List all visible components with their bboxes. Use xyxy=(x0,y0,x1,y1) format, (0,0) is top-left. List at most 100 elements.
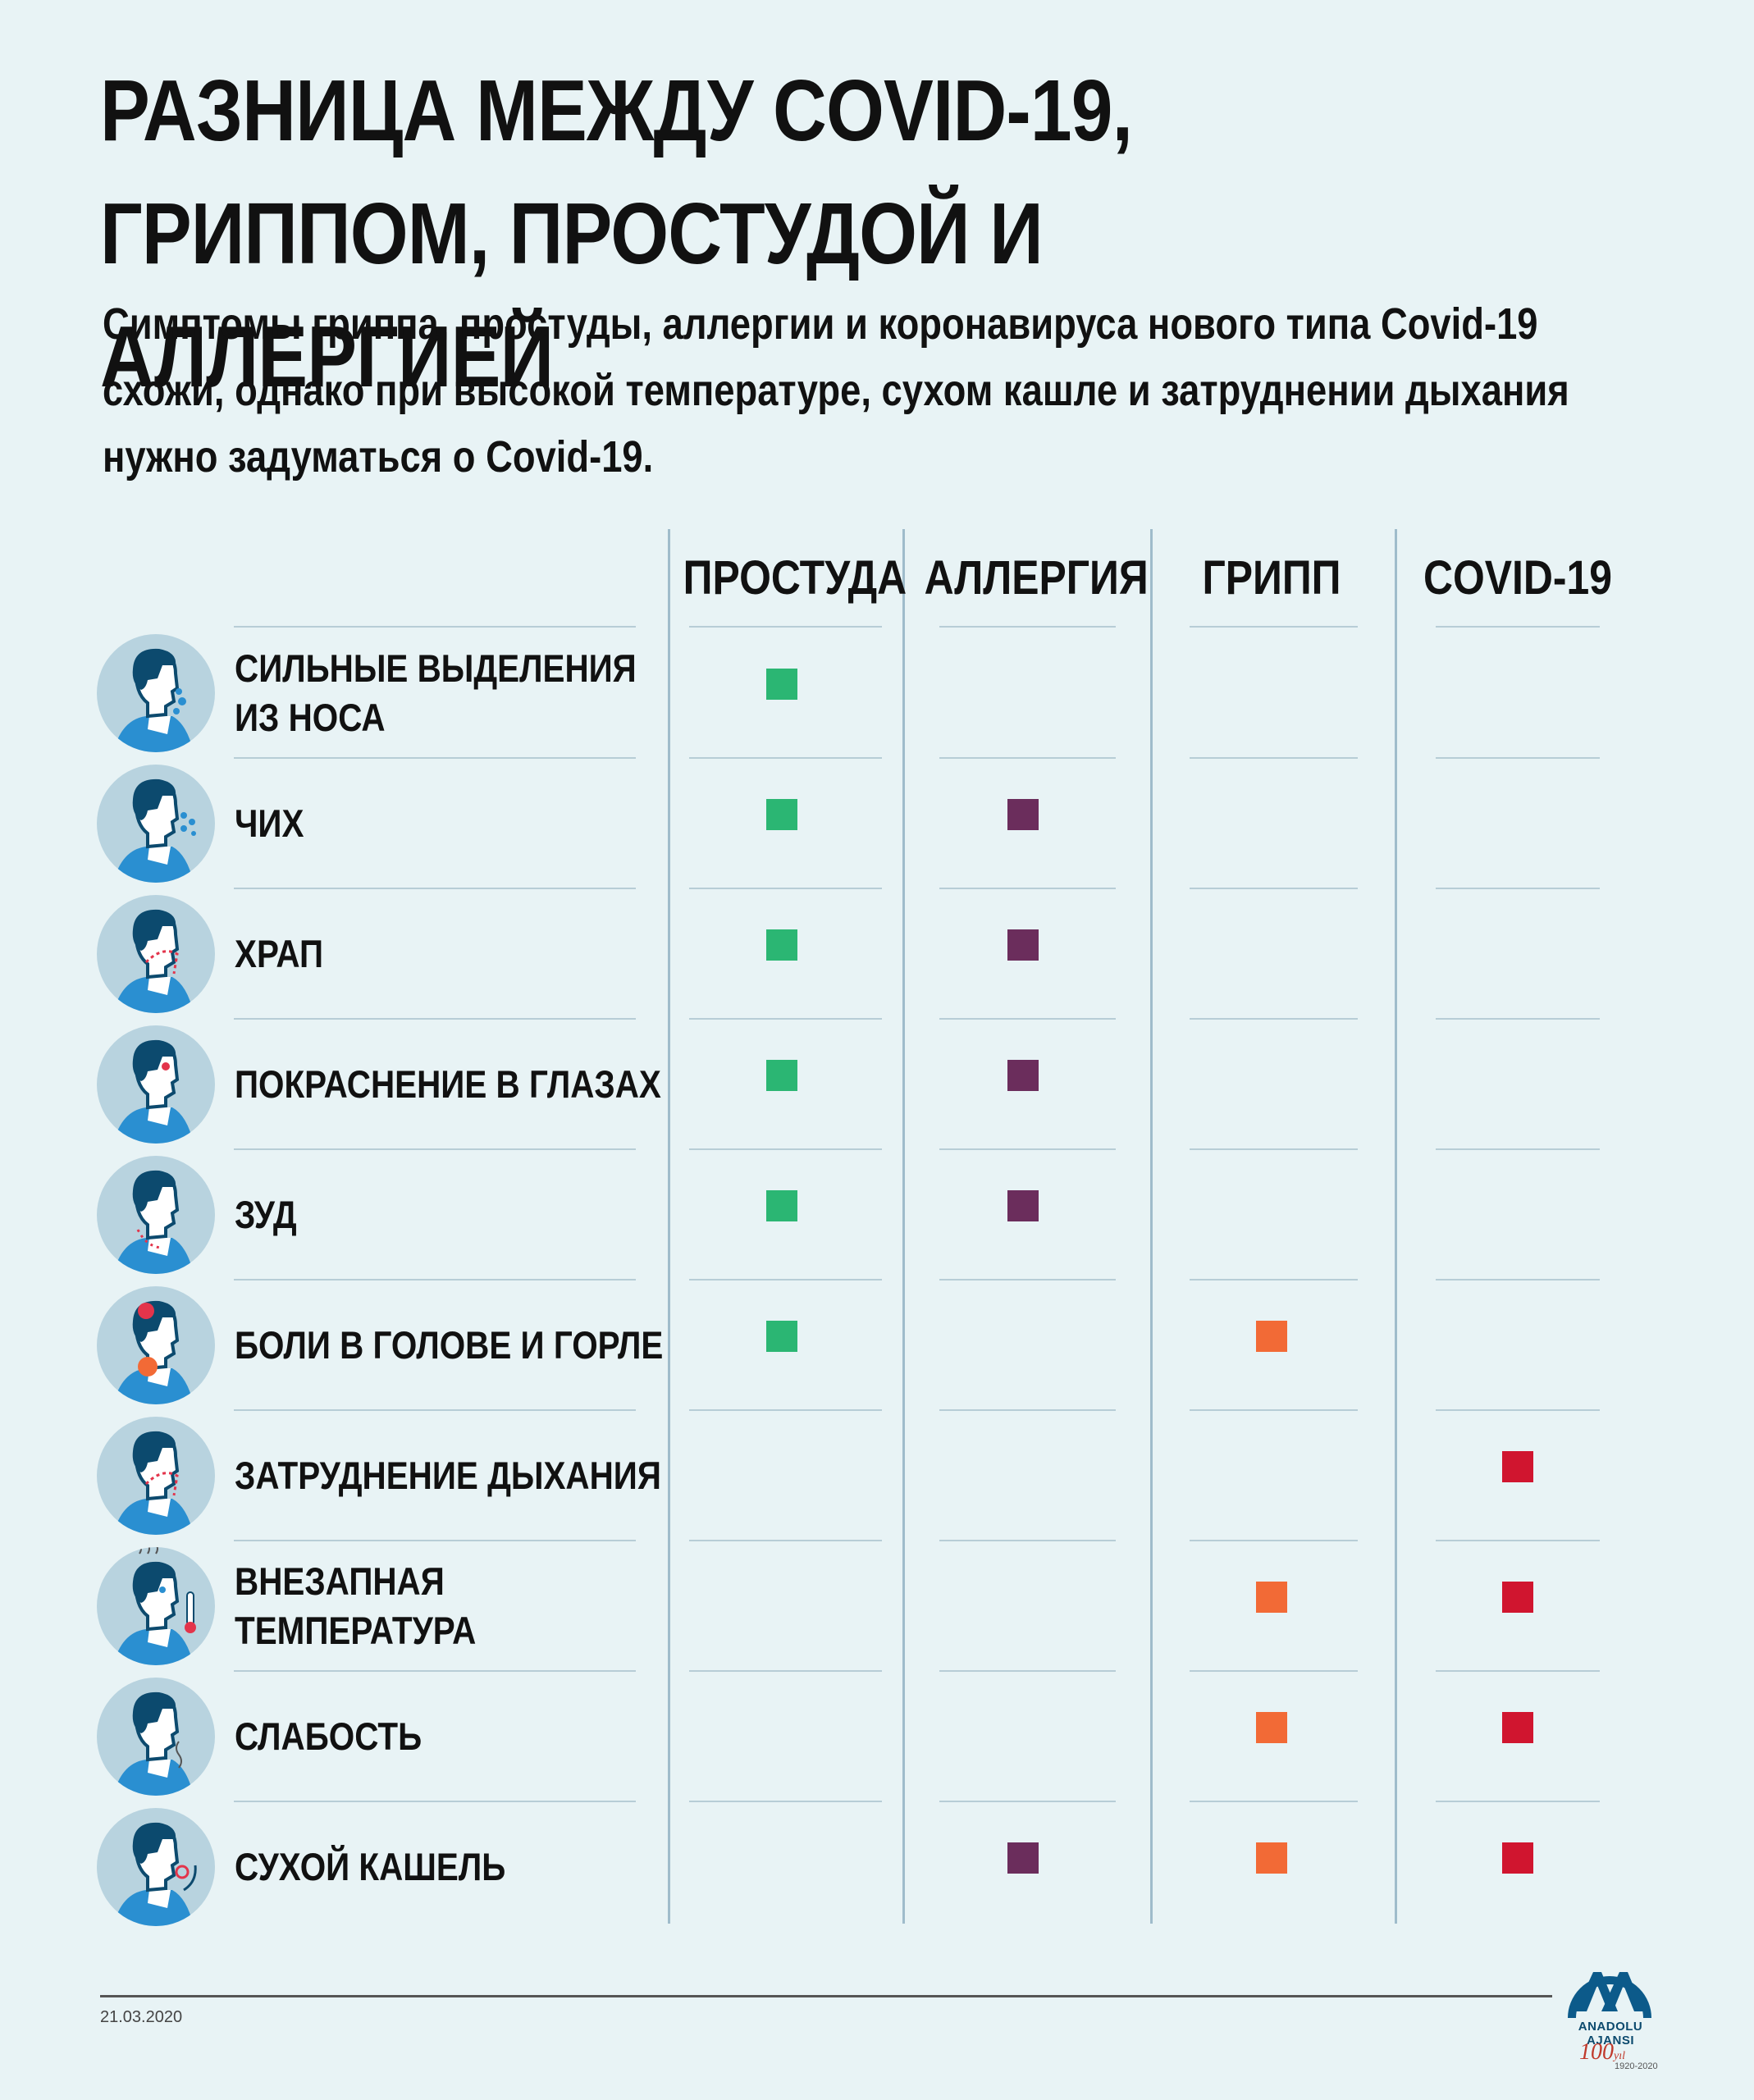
column-divider xyxy=(902,529,905,1924)
row-divider xyxy=(939,1148,1116,1150)
row-divider xyxy=(1190,888,1358,889)
row-divider xyxy=(1190,1279,1358,1281)
symptom-label-line-2: ТЕМПЕРАТУРА xyxy=(235,1609,477,1652)
anadolu-logo-icon xyxy=(1568,1972,1651,2019)
symptom-mark xyxy=(1502,1842,1533,1874)
row-divider xyxy=(689,1801,882,1802)
row-divider xyxy=(1190,626,1358,628)
column-divider xyxy=(1395,529,1397,1924)
symptom-mark xyxy=(1256,1582,1287,1613)
title-line-1: РАЗНИЦА МЕЖДУ COVID-19, xyxy=(100,62,1133,159)
row-divider xyxy=(1190,1540,1358,1541)
symptom-label-line-1: ПОКРАСНЕНИЕ В ГЛАЗАХ xyxy=(235,1062,661,1106)
symptom-mark xyxy=(766,799,797,830)
symptom-label: СЛАБОСТЬ xyxy=(235,1712,422,1761)
symptom-mark xyxy=(766,669,797,700)
symptom-mark xyxy=(1007,1190,1039,1221)
column-header: ГРИПП xyxy=(1202,551,1341,605)
row-divider xyxy=(689,1409,882,1411)
row-divider xyxy=(1190,1148,1358,1150)
title-line-2: ГРИППОМ, ПРОСТУДОЙ И АЛЛЕРГИЕЙ xyxy=(100,185,1044,405)
column-header: COVID-19 xyxy=(1423,551,1613,605)
row-divider xyxy=(939,1279,1116,1281)
row-divider xyxy=(1436,1148,1600,1150)
symptom-label: СУХОЙ КАШЕЛЬ xyxy=(235,1842,505,1892)
subtitle-line-2: схожи, однако при высокой температуре, с… xyxy=(103,366,1569,415)
symptom-label-line-1: СУХОЙ КАШЕЛЬ xyxy=(235,1845,506,1888)
row-divider xyxy=(1436,1409,1600,1411)
symptom-label: ВНЕЗАПНАЯ ТЕМПЕРАТУРА xyxy=(235,1557,476,1655)
runny-nose-icon xyxy=(97,634,215,752)
symptom-label: ЗУД xyxy=(235,1190,297,1239)
row-divider xyxy=(939,1801,1116,1802)
row-divider xyxy=(939,757,1116,759)
symptom-mark xyxy=(1007,1842,1039,1874)
row-divider xyxy=(689,757,882,759)
symptom-label-line-2: ИЗ НОСА xyxy=(235,696,386,739)
row-divider xyxy=(689,1148,882,1150)
row-divider xyxy=(234,1148,636,1150)
symptom-label: СИЛЬНЫЕ ВЫДЕЛЕНИЯ ИЗ НОСА xyxy=(235,644,637,742)
fever-icon xyxy=(97,1547,215,1665)
itch-icon xyxy=(97,1156,215,1274)
symptom-label: ЧИХ xyxy=(235,799,304,848)
column-header: ПРОСТУДА xyxy=(683,551,907,605)
symptom-mark xyxy=(1502,1712,1533,1743)
symptom-label: БОЛИ В ГОЛОВЕ И ГОРЛЕ xyxy=(235,1321,663,1370)
dry-cough-icon xyxy=(97,1808,215,1926)
row-divider xyxy=(1190,1409,1358,1411)
row-divider xyxy=(1190,1670,1358,1672)
column-divider xyxy=(1150,529,1153,1924)
symptom-label-line-1: ЗАТРУДНЕНИЕ ДЫХАНИЯ xyxy=(235,1454,661,1497)
row-divider xyxy=(939,1018,1116,1020)
anniversary-years: 1920-2020 xyxy=(1615,2061,1658,2071)
row-divider xyxy=(1436,1279,1600,1281)
row-divider xyxy=(939,1540,1116,1541)
row-divider xyxy=(1436,626,1600,628)
anniversary-mark: 100yıl xyxy=(1579,2039,1625,2066)
row-divider xyxy=(689,1670,882,1672)
publication-date: 21.03.2020 xyxy=(100,2008,183,2026)
row-divider xyxy=(234,1540,636,1541)
symptom-mark xyxy=(766,1190,797,1221)
snore-icon xyxy=(97,895,215,1013)
symptom-mark xyxy=(1256,1321,1287,1352)
page-subtitle: Симптомы гриппа, простуды, аллергии и ко… xyxy=(103,291,1639,491)
symptom-label-line-1: БОЛИ В ГОЛОВЕ И ГОРЛЕ xyxy=(235,1323,664,1367)
symptom-mark xyxy=(1007,929,1039,961)
symptom-label-line-1: ХРАП xyxy=(235,932,324,975)
symptom-mark xyxy=(1256,1712,1287,1743)
row-divider xyxy=(1436,888,1600,889)
subtitle-line-3: нужно задуматься о Covid-19. xyxy=(103,432,654,482)
subtitle-line-1: Симптомы гриппа, простуды, аллергии и ко… xyxy=(103,299,1538,349)
row-divider xyxy=(1190,1801,1358,1802)
symptom-mark xyxy=(1256,1842,1287,1874)
row-divider xyxy=(939,1670,1116,1672)
symptom-label-line-1: ЧИХ xyxy=(235,801,304,845)
column-header: АЛЛЕРГИЯ xyxy=(924,551,1149,605)
row-divider xyxy=(234,1670,636,1672)
head-throat-pain-icon xyxy=(97,1286,215,1404)
page-title: РАЗНИЦА МЕЖДУ COVID-19, ГРИППОМ, ПРОСТУД… xyxy=(100,49,1441,418)
symptom-label-line-1: СЛАБОСТЬ xyxy=(235,1714,423,1758)
row-divider xyxy=(689,1279,882,1281)
symptom-mark xyxy=(1007,799,1039,830)
weakness-icon xyxy=(97,1678,215,1796)
row-divider xyxy=(1436,1801,1600,1802)
row-divider xyxy=(234,888,636,889)
symptom-mark xyxy=(766,929,797,961)
row-divider xyxy=(689,1540,882,1541)
row-divider xyxy=(234,1018,636,1020)
symptom-mark xyxy=(1007,1060,1039,1091)
row-divider xyxy=(234,1279,636,1281)
symptom-mark xyxy=(766,1321,797,1352)
row-divider xyxy=(234,757,636,759)
anniversary-number: 100 xyxy=(1579,2039,1614,2065)
row-divider xyxy=(234,1801,636,1802)
breathing-difficulty-icon xyxy=(97,1417,215,1535)
row-divider xyxy=(939,626,1116,628)
anniversary-suffix: yıl xyxy=(1614,2050,1625,2062)
row-divider xyxy=(689,626,882,628)
row-divider xyxy=(234,626,636,628)
symptom-label: ЗАТРУДНЕНИЕ ДЫХАНИЯ xyxy=(235,1451,661,1500)
